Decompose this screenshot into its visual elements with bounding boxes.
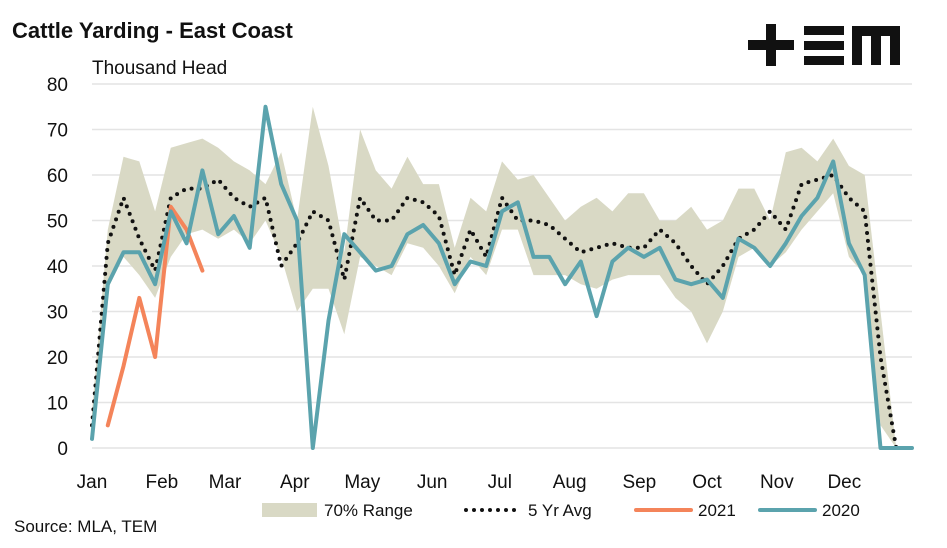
- y-tick-label: 20: [47, 348, 68, 369]
- x-tick-label: Mar: [209, 472, 242, 493]
- x-tick-label: Jun: [417, 472, 448, 493]
- legend-label: 70% Range: [324, 501, 413, 520]
- x-tick-label: Aug: [553, 472, 587, 493]
- x-tick-label: Nov: [760, 472, 794, 493]
- y-tick-label: 40: [47, 257, 68, 278]
- y-tick-label: 30: [47, 303, 68, 324]
- legend-swatch: [262, 503, 317, 517]
- x-tick-label: Jul: [488, 472, 512, 493]
- x-tick-label: Sep: [622, 472, 656, 493]
- y-tick-label: 0: [57, 439, 68, 460]
- x-tick-label: Oct: [692, 472, 722, 493]
- x-tick-label: Dec: [827, 472, 861, 493]
- legend-label: 5 Yr Avg: [528, 501, 592, 520]
- y-tick-label: 80: [47, 75, 68, 96]
- series-line: [90, 173, 914, 450]
- range-band: [92, 106, 912, 449]
- y-tick-label: 70: [47, 121, 68, 142]
- subtitle: Thousand Head: [92, 58, 227, 79]
- legend-label: 2020: [822, 501, 860, 520]
- x-tick-label: Apr: [280, 472, 310, 493]
- x-tick-label: Feb: [145, 472, 178, 493]
- legend-label: 2021: [698, 501, 736, 520]
- x-tick-label: May: [344, 472, 380, 493]
- logo: [748, 24, 900, 66]
- y-tick-label: 60: [47, 166, 68, 187]
- series-line: [105, 204, 205, 428]
- source: Source: MLA, TEM: [14, 517, 157, 536]
- y-tick-label: 50: [47, 212, 68, 233]
- series-line: [90, 104, 914, 450]
- y-tick-label: 10: [47, 394, 68, 415]
- chart-title: Cattle Yarding - East Coast: [12, 18, 293, 43]
- x-tick-label: Jan: [77, 472, 108, 493]
